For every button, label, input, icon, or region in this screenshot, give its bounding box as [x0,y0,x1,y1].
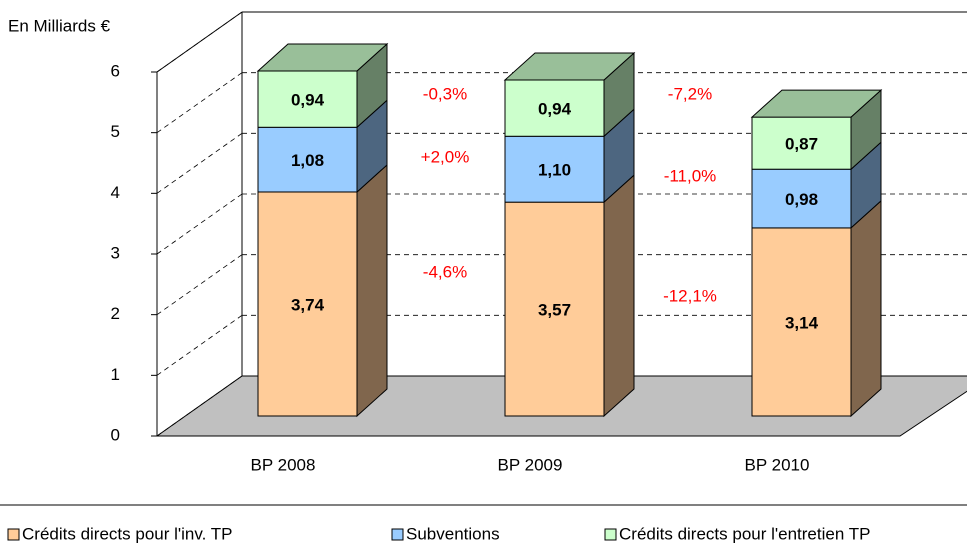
change-annotation: +2,0% [421,147,470,166]
x-tick-label: BP 2008 [251,455,316,474]
change-annotation: -4,6% [423,262,467,281]
y-tick-label: 0 [111,425,120,444]
change-annotation: -0,3% [423,84,467,103]
grid-line [156,315,243,376]
bar [751,116,852,170]
value-label: 1,08 [291,151,324,170]
bar [257,70,358,128]
change-annotation: -11,0% [664,166,717,185]
value-label: 0,94 [538,100,572,119]
value-label: 3,14 [785,313,819,332]
value-label: 0,94 [291,91,325,110]
change-annotation: -12,1% [663,286,717,305]
bar [504,201,605,417]
bar-side [850,199,882,418]
legend-label: Subventions [406,524,500,543]
bar-side [603,174,635,418]
y-tick-label: 2 [111,304,120,323]
bar-side [356,163,388,418]
bar-top [750,89,883,118]
bar [504,135,605,203]
legend-label: Crédits directs pour l'inv. TP [22,524,232,543]
change-annotation: -7,2% [668,84,712,103]
bar [504,79,605,137]
bar [751,168,852,229]
side-wall-top [156,11,243,73]
value-label: 1,10 [538,161,571,180]
bar [751,227,852,417]
value-label: 3,74 [291,295,325,314]
x-tick-label: BP 2009 [498,455,563,474]
legend-label: Crédits directs pour l'entretien TP [619,524,870,543]
legend-swatch [604,528,617,541]
bar-top [503,52,636,81]
legend-swatch [7,528,20,541]
y-tick-label: 6 [111,61,120,80]
value-label: 3,57 [538,301,571,320]
y-axis-label: En Milliards € [8,16,111,35]
x-tick-label: BP 2010 [745,455,810,474]
bar [257,191,358,417]
grid-line [156,193,243,255]
legend-swatch [391,528,404,541]
y-tick-label: 1 [111,365,120,384]
value-label: 0,87 [785,135,818,154]
y-tick-label: 3 [111,243,120,262]
bar-top [256,43,389,72]
y-tick-label: 5 [111,122,120,141]
grid-line [156,133,243,194]
grid-line [156,72,243,133]
bar [257,126,358,193]
grid-line [156,254,243,315]
value-label: 0,98 [785,190,818,209]
y-tick-label: 4 [111,183,120,202]
